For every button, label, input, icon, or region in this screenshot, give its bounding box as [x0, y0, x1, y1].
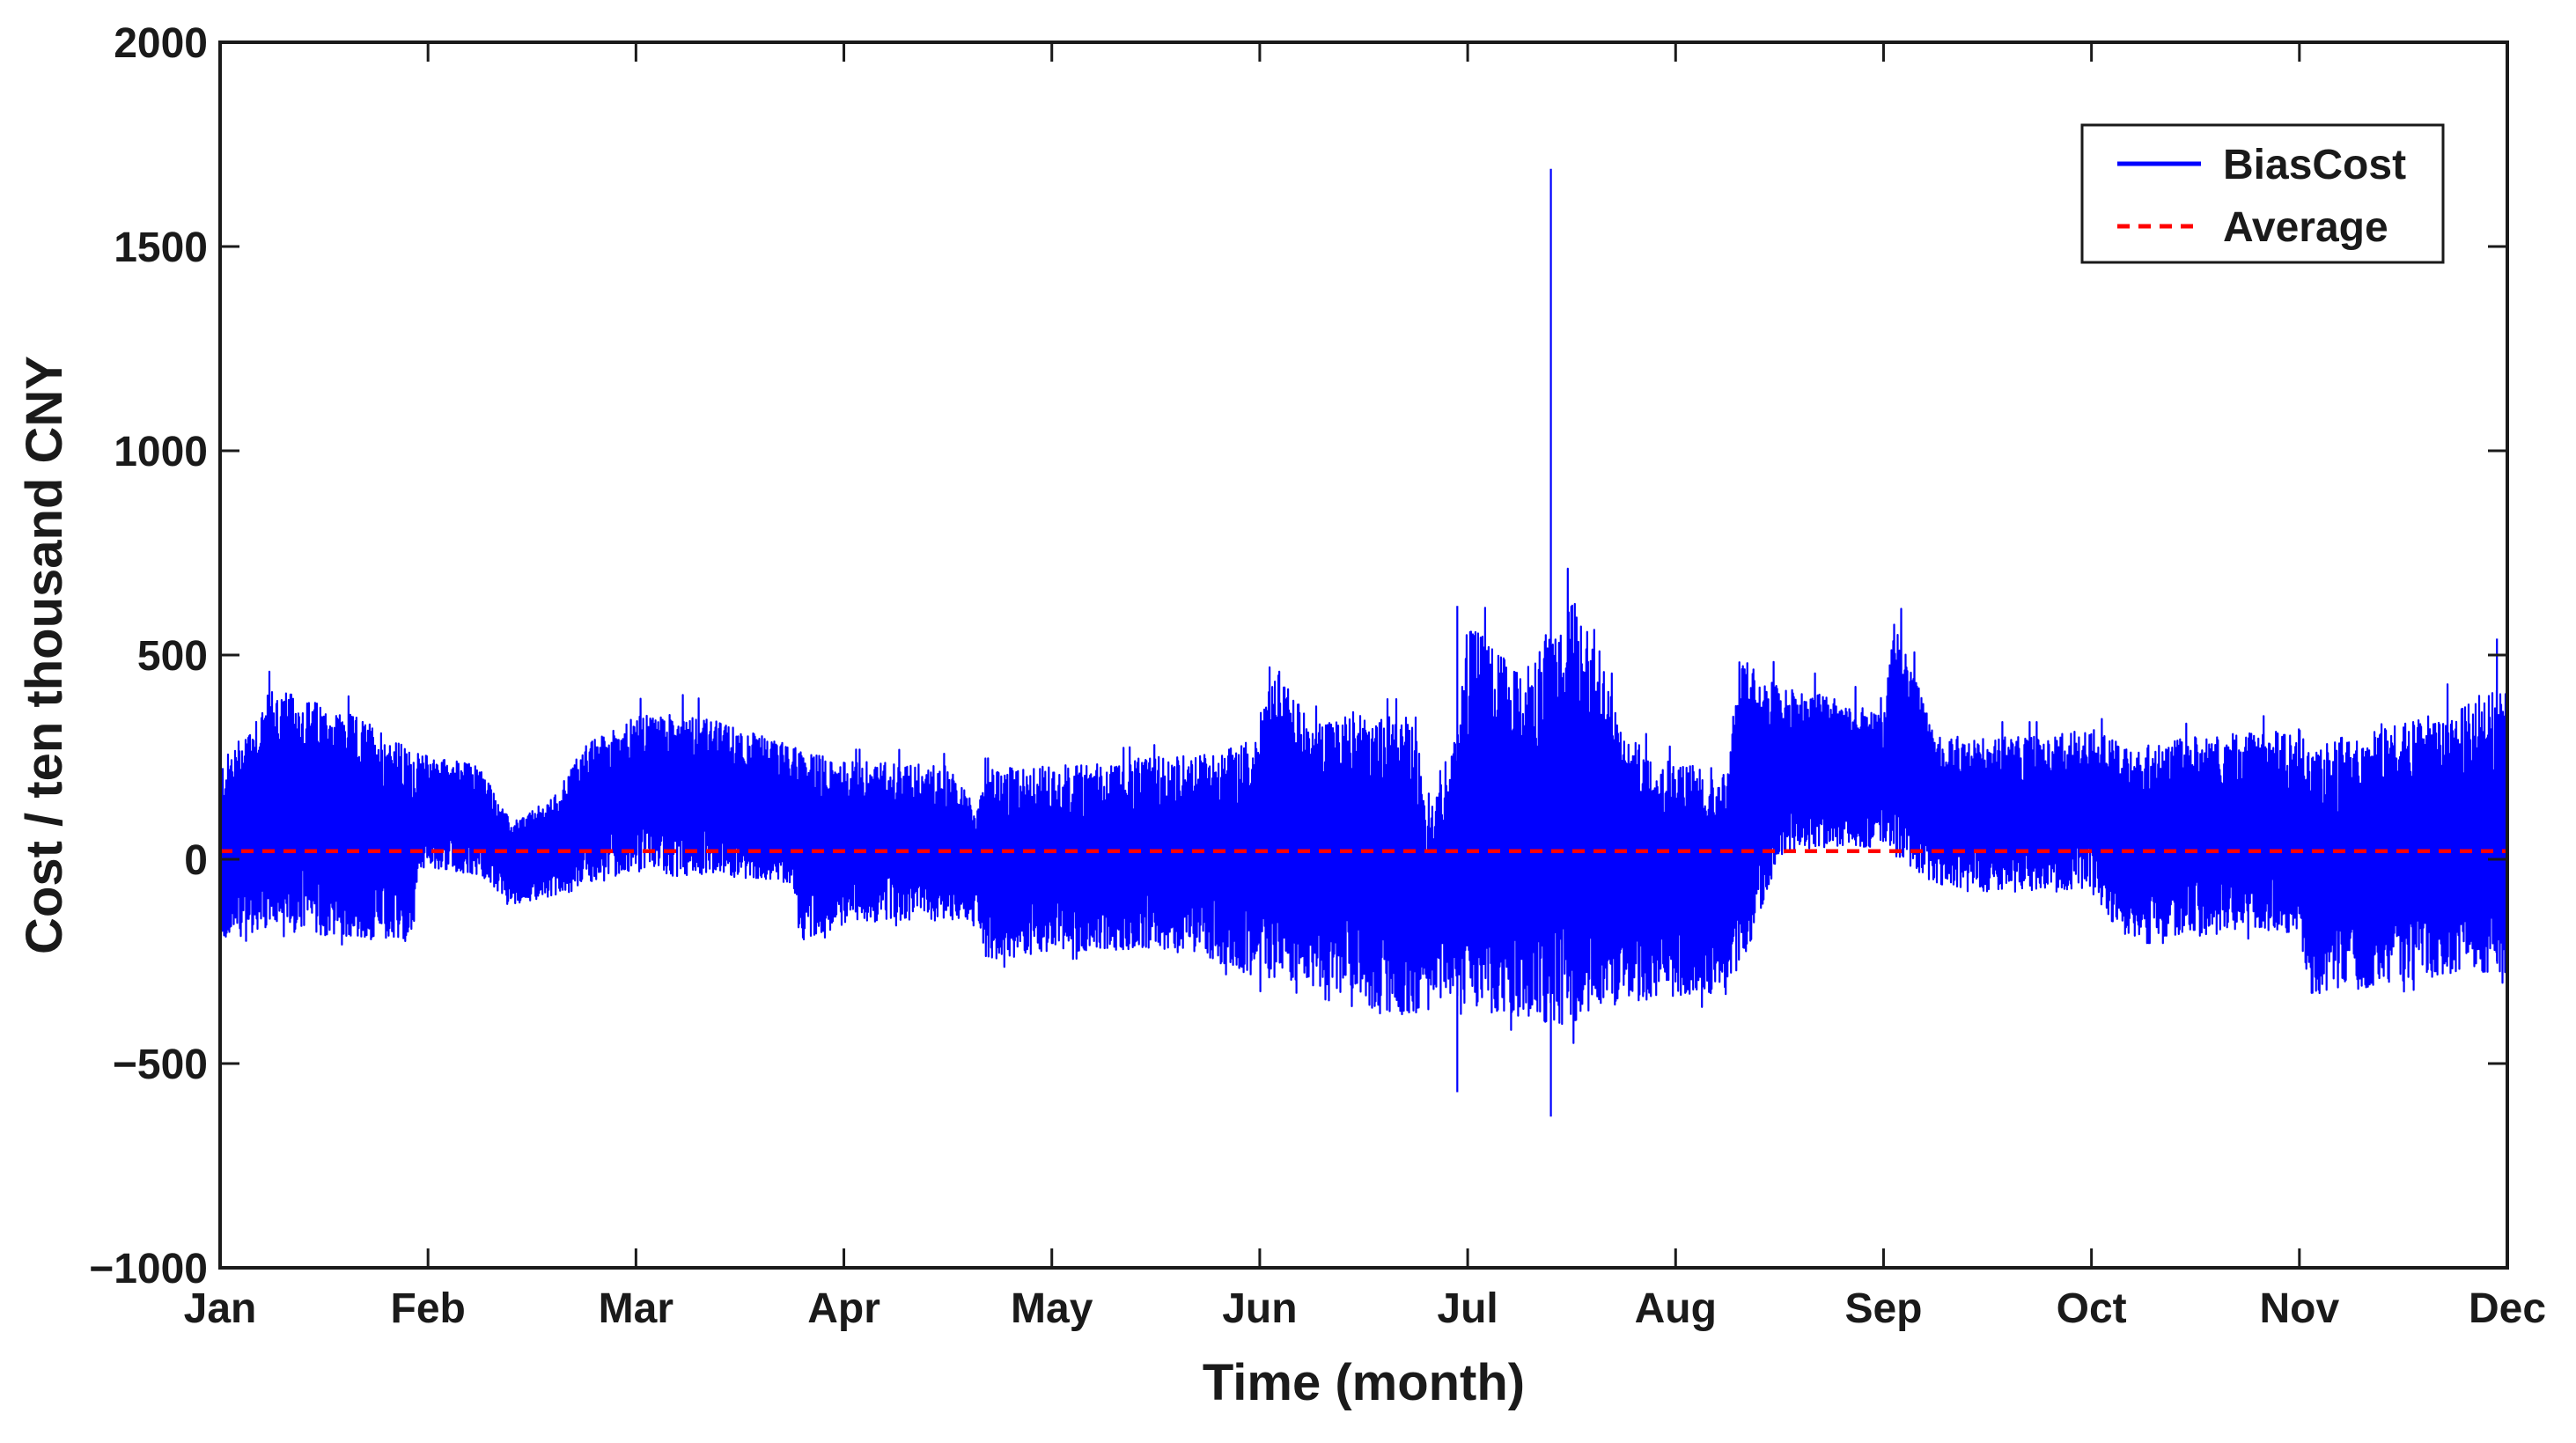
x-tick-label: Feb	[391, 1285, 466, 1332]
x-tick-label: Nov	[2259, 1285, 2339, 1332]
x-tick-label: May	[1011, 1285, 1093, 1332]
x-tick-label: Aug	[1635, 1285, 1717, 1332]
y-tick-label: 0	[184, 837, 208, 884]
series-line-biascost	[218, 168, 2509, 1117]
legend-label-biascost: BiasCost	[2223, 142, 2406, 188]
legend-box	[2080, 123, 2445, 264]
legend-label-average: Average	[2223, 204, 2388, 251]
y-tick-label: 1500	[114, 225, 208, 271]
x-tick-label: Sep	[1844, 1285, 1922, 1332]
y-tick-label: 500	[137, 633, 208, 680]
y-axis-label: Cost / ten thousand CNY	[16, 356, 73, 954]
x-tick-label: Dec	[2469, 1285, 2546, 1332]
x-tick-label: Jun	[1222, 1285, 1297, 1332]
legend: BiasCost Average	[2080, 123, 2445, 264]
x-tick-label: Jan	[184, 1285, 257, 1332]
ticks-layer: Jan Feb Mar Apr May Jun Jul Aug Sep Oct Nov Dec −100…	[89, 20, 2546, 1332]
y-tick-label: −500	[113, 1042, 208, 1088]
x-tick-label: Mar	[599, 1285, 673, 1332]
y-tick-label: 2000	[114, 20, 208, 67]
y-tick-label: 1000	[114, 429, 208, 475]
y-tick-label: −1000	[89, 1246, 208, 1292]
x-tick-label: Oct	[2057, 1285, 2127, 1332]
x-tick-label: Jul	[1437, 1285, 1498, 1332]
x-axis-label: Time (month)	[1203, 1354, 1525, 1411]
x-tick-label: Apr	[807, 1285, 880, 1332]
series-layer	[218, 168, 2509, 1117]
